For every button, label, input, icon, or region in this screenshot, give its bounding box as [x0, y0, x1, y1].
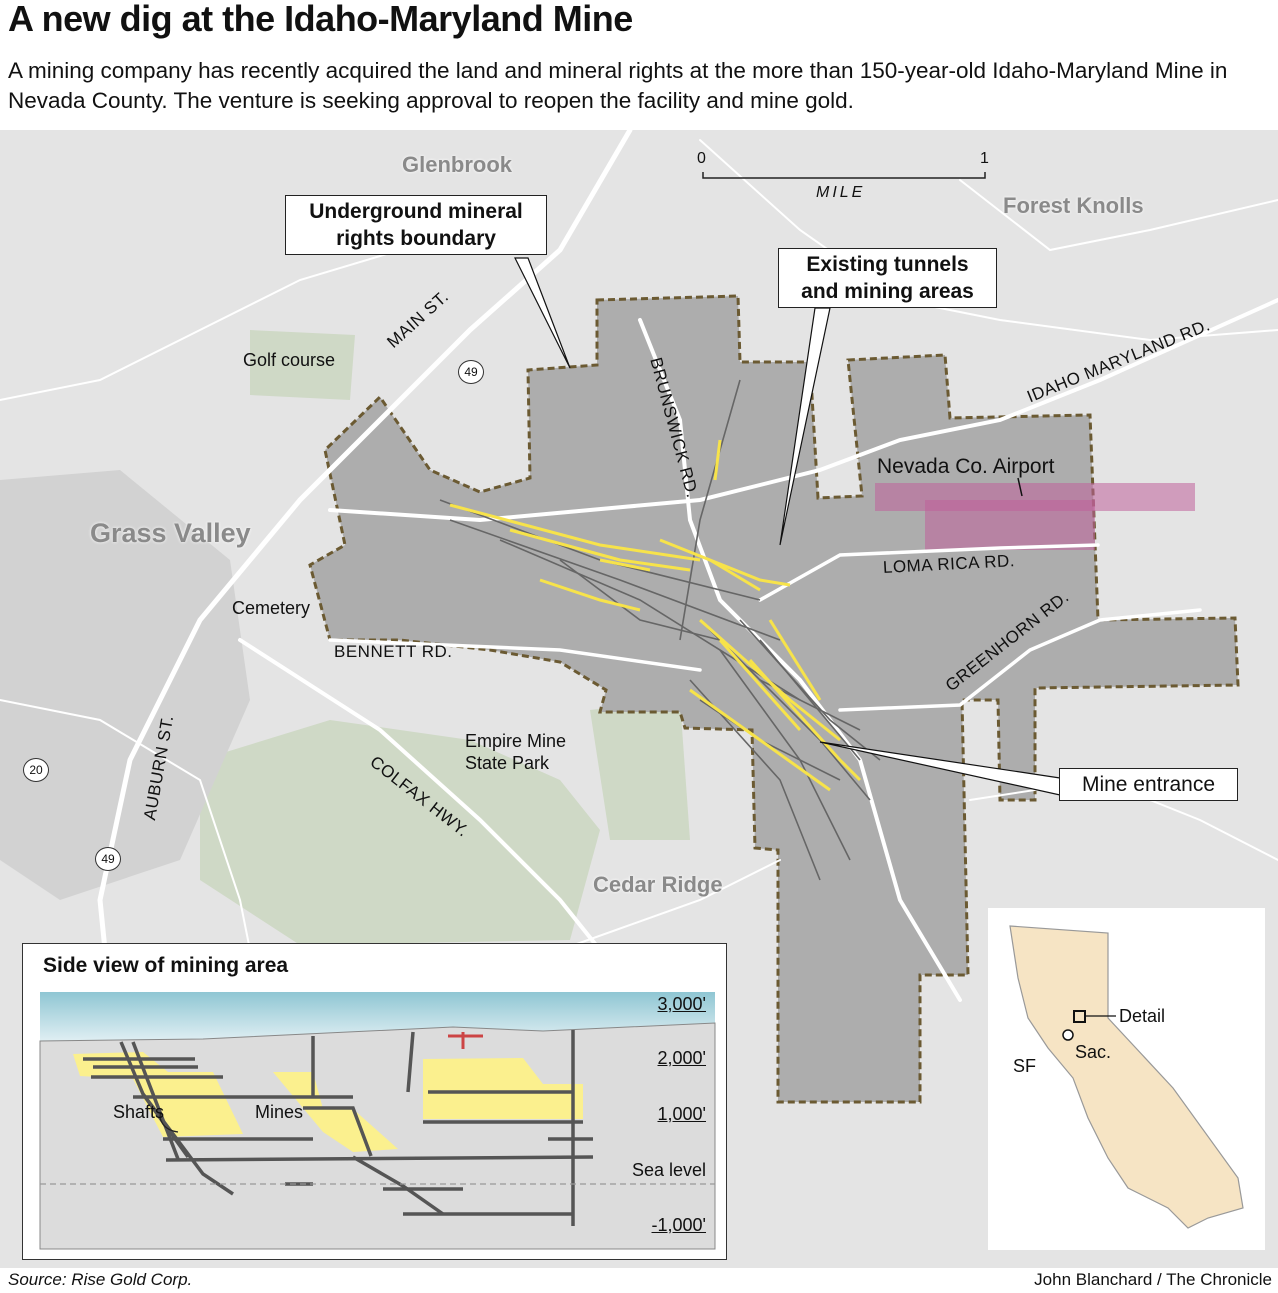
road-bennett: BENNETT RD.: [334, 642, 453, 661]
park-area: [590, 700, 690, 840]
mines: [73, 1052, 583, 1152]
label-shafts: Shafts: [113, 1102, 165, 1122]
town-grass-valley: Grass Valley: [90, 518, 251, 548]
place-airport: Nevada Co. Airport: [877, 455, 1055, 478]
airport-arrow: [1017, 477, 1023, 497]
shafts-and-tunnels: [83, 1030, 594, 1226]
callout-pointer: [514, 257, 571, 369]
map: 0 1 MILE Glenbrook Forest Knolls Grass V…: [0, 130, 1278, 1268]
scale-end: 1: [980, 150, 989, 167]
california-inset: Detail Sac. SF: [988, 908, 1265, 1250]
side-view-graphic: [39, 992, 716, 1250]
place-empire-mine: Empire Mine State Park: [465, 731, 567, 773]
town-glenbrook: Glenbrook: [402, 152, 513, 177]
place-golf-course: Golf course: [243, 350, 336, 370]
subtitle: A mining company has recently acquired t…: [8, 58, 1228, 113]
callout-boundary: Underground mineral rights boundary: [285, 195, 547, 255]
elevation-2000: 2,000': [657, 1048, 706, 1068]
elevation-sea-level: Sea level: [631, 1160, 706, 1180]
inset-sacramento: Sac.: [1075, 1042, 1112, 1062]
place-cemetery: Cemetery: [232, 598, 311, 618]
side-view-panel: Side view of mining area S: [22, 943, 727, 1260]
inset-sf: SF: [1013, 1056, 1037, 1076]
park-area: [200, 720, 600, 945]
highway-49-shield: 49: [95, 847, 121, 871]
town-area: [0, 470, 250, 900]
scale-unit: MILE: [816, 184, 866, 201]
california-map: [1009, 925, 1244, 1229]
golf-course-area: [250, 330, 355, 400]
map-graphic: [0, 130, 1278, 1104]
credit: John Blanchard / The Chronicle: [1034, 1270, 1272, 1289]
callout-tunnels: Existing tunnels and mining areas: [778, 248, 997, 308]
callout-pointer: [779, 307, 831, 546]
town-cedar-ridge: Cedar Ridge: [593, 872, 723, 897]
label-mines: Mines: [255, 1102, 304, 1122]
source-note: Source: Rise Gold Corp.: [8, 1270, 193, 1289]
mining-areas: [449, 439, 862, 792]
elevation-1000: 1,000': [657, 1104, 706, 1124]
scale-start: 0: [697, 150, 706, 167]
side-view-title: Side view of mining area: [43, 954, 289, 977]
callout-mine-entrance: Mine entrance: [1059, 768, 1238, 801]
highway-49-shield: 49: [458, 360, 484, 384]
airport-area: [925, 500, 1095, 550]
highway-20-shield: 20: [23, 758, 49, 782]
elevation-3000: 3,000': [657, 994, 706, 1014]
inset-detail: Detail: [1119, 1006, 1166, 1026]
elevation-minus-1000: -1,000': [651, 1215, 706, 1235]
scale-bar: [702, 172, 986, 179]
town-forest-knolls: Forest Knolls: [1003, 193, 1144, 218]
page-title: A new dig at the Idaho-Maryland Mine: [8, 0, 633, 39]
